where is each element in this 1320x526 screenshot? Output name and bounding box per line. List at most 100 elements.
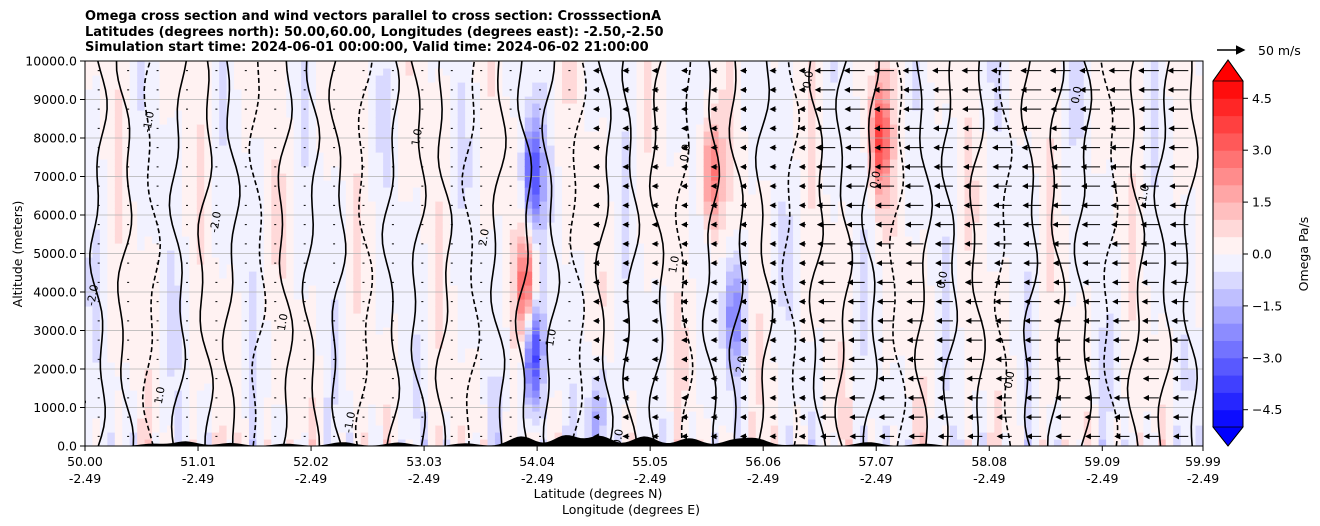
- omega-cell: [226, 236, 235, 244]
- omega-cell: [241, 215, 250, 223]
- omega-cell: [591, 390, 600, 398]
- omega-cell: [494, 334, 503, 342]
- omega-cell: [85, 215, 94, 223]
- omega-cell: [226, 369, 235, 377]
- omega-cell: [107, 208, 116, 216]
- omega-cell: [748, 299, 757, 307]
- omega-cell: [241, 411, 250, 419]
- omega-cell: [651, 61, 660, 69]
- omega-cell: [427, 257, 436, 265]
- omega-cell: [308, 432, 317, 440]
- omega-cell: [263, 439, 272, 446]
- omega-cell: [748, 320, 757, 328]
- omega-cell: [360, 201, 369, 209]
- omega-cell: [159, 376, 168, 384]
- omega-cell: [271, 355, 280, 363]
- omega-cell: [427, 152, 436, 160]
- omega-cell: [569, 194, 578, 202]
- omega-cell: [308, 271, 317, 279]
- omega-cell: [644, 152, 653, 160]
- omega-cell: [450, 376, 459, 384]
- omega-cell: [502, 243, 511, 251]
- omega-cell: [159, 131, 168, 139]
- omega-cell: [614, 264, 623, 272]
- omega-cell: [159, 390, 168, 398]
- omega-cell: [301, 159, 310, 167]
- omega-cell: [219, 390, 228, 398]
- omega-cell: [480, 397, 489, 405]
- omega-cell: [532, 68, 541, 76]
- omega-cell: [159, 82, 168, 90]
- omega-cell: [457, 411, 466, 419]
- omega-cell: [636, 278, 645, 286]
- omega-cell: [644, 313, 653, 321]
- omega-cell: [129, 194, 138, 202]
- omega-cell: [174, 187, 183, 195]
- omega-cell: [144, 383, 153, 391]
- omega-cell: [420, 320, 429, 328]
- omega-cell: [368, 159, 377, 167]
- omega-cell: [271, 152, 280, 160]
- omega-cell: [621, 306, 630, 314]
- omega-cell: [703, 334, 712, 342]
- omega-cell: [122, 278, 131, 286]
- omega-cell: [219, 187, 228, 195]
- omega-cell: [576, 418, 585, 426]
- omega-cell: [383, 376, 392, 384]
- omega-cell: [107, 110, 116, 118]
- omega-cell: [204, 264, 213, 272]
- omega-cell: [166, 362, 176, 370]
- omega-cell: [174, 166, 183, 174]
- omega-cell: [368, 278, 377, 286]
- omega-cell: [226, 110, 235, 118]
- omega-cell: [345, 383, 354, 391]
- omega-cell: [539, 264, 548, 272]
- omega-cell: [360, 264, 369, 272]
- omega-cell: [614, 278, 623, 286]
- omega-cell: [390, 390, 399, 398]
- omega-cell: [718, 152, 727, 160]
- omega-cell: [316, 418, 325, 426]
- omega-cell: [234, 292, 243, 300]
- omega-cell: [711, 292, 720, 300]
- omega-cell: [420, 222, 429, 230]
- omega-cell: [412, 306, 421, 314]
- omega-cell: [256, 278, 265, 286]
- omega-cell: [114, 229, 123, 237]
- omega-cell: [487, 201, 496, 209]
- omega-cell: [360, 194, 369, 202]
- omega-cell: [509, 320, 518, 328]
- omega-cell: [301, 418, 310, 426]
- omega-cell: [457, 271, 466, 279]
- omega-cell: [316, 180, 325, 188]
- omega-cell: [405, 278, 414, 286]
- omega-cell: [330, 194, 340, 202]
- omega-cell: [457, 103, 466, 111]
- omega-cell: [263, 383, 272, 391]
- omega-cell: [450, 439, 459, 446]
- omega-cell: [271, 131, 280, 139]
- omega-cell: [442, 243, 451, 251]
- omega-cell: [107, 166, 116, 174]
- omega-cell: [189, 313, 198, 321]
- omega-cell: [636, 397, 645, 405]
- omega-cell: [137, 355, 146, 363]
- omega-cell: [99, 264, 108, 272]
- omega-cell: [606, 369, 615, 377]
- omega-cell: [606, 390, 615, 398]
- omega-cell: [345, 264, 354, 272]
- omega-cell: [621, 383, 630, 391]
- omega-cell: [748, 355, 757, 363]
- omega-cell: [204, 285, 213, 293]
- omega-cell: [114, 103, 123, 111]
- omega-cell: [248, 61, 258, 69]
- omega-cell: [465, 397, 474, 405]
- omega-cell: [517, 271, 526, 279]
- omega-cell: [338, 138, 347, 146]
- omega-cell: [398, 75, 407, 83]
- omega-cell: [681, 306, 690, 314]
- omega-cell: [532, 264, 541, 272]
- omega-cell: [524, 425, 533, 433]
- omega-cell: [584, 432, 593, 440]
- omega-cell: [673, 418, 682, 426]
